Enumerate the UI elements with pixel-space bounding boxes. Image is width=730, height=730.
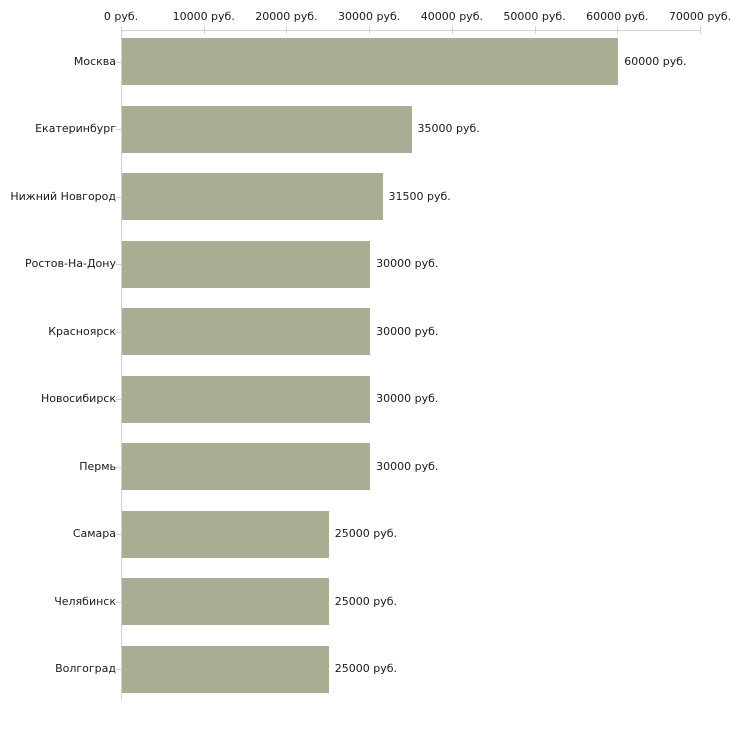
x-axis-tick [617, 26, 618, 34]
y-axis-tick [116, 332, 121, 333]
category-label: Красноярск [48, 324, 116, 338]
value-label: 25000 руб. [334, 527, 398, 540]
x-axis-tick [369, 26, 370, 34]
x-axis-tick-label: 0 руб. [103, 10, 139, 23]
bar [122, 173, 383, 220]
y-axis-line [121, 30, 122, 700]
value-label: 25000 руб. [334, 662, 398, 675]
category-label: Москва [73, 54, 116, 68]
bar [122, 645, 329, 693]
value-label: 30000 руб. [376, 257, 439, 270]
bar [122, 578, 329, 625]
y-axis-tick [116, 534, 121, 535]
category-label: Екатеринбург [35, 122, 116, 135]
y-axis-tick [116, 62, 121, 63]
value-label: 30000 руб. [376, 459, 439, 473]
bar [122, 510, 329, 558]
bar [122, 38, 619, 85]
value-label: 35000 руб. [417, 122, 480, 135]
bar [122, 443, 371, 490]
x-axis-tick-label: 70000 руб. [668, 10, 730, 23]
bar [122, 105, 412, 153]
category-label: Пермь [79, 459, 116, 473]
y-axis-tick [116, 197, 121, 198]
bar [122, 240, 371, 288]
bar [122, 375, 371, 423]
category-label: Самара [72, 527, 116, 540]
category-label: Ростов-На-Дону [24, 257, 116, 270]
x-axis-line [121, 30, 701, 31]
x-axis-tick-label: 40000 руб. [420, 10, 483, 23]
x-axis-tick-label: 50000 руб. [503, 10, 566, 23]
category-label: Волгоград [55, 662, 116, 675]
category-label: Челябинск [54, 594, 116, 608]
x-axis-tick-label: 60000 руб. [586, 10, 649, 23]
x-axis-tick [700, 26, 701, 34]
value-label: 60000 руб. [624, 54, 687, 68]
value-label: 25000 руб. [334, 594, 398, 608]
y-axis-tick [116, 129, 121, 130]
x-axis-tick [286, 26, 287, 34]
y-axis-tick [116, 264, 121, 265]
x-axis-tick [535, 26, 536, 34]
y-axis-tick [116, 467, 121, 468]
y-axis-tick [116, 602, 121, 603]
value-label: 30000 руб. [376, 392, 439, 405]
x-axis-tick-label: 30000 руб. [338, 10, 401, 23]
x-axis-tick [204, 26, 205, 34]
y-axis-tick [116, 399, 121, 400]
x-axis-tick-label: 20000 руб. [255, 10, 318, 23]
bar [122, 308, 371, 355]
category-label: Нижний Новгород [10, 189, 116, 203]
x-axis-tick-label: 10000 руб. [172, 10, 235, 23]
x-axis-tick [452, 26, 453, 34]
value-label: 30000 руб. [376, 324, 439, 338]
x-axis-tick [121, 26, 122, 34]
value-label: 31500 руб. [388, 189, 451, 203]
category-label: Новосибирск [40, 392, 116, 405]
y-axis-tick [116, 669, 121, 670]
